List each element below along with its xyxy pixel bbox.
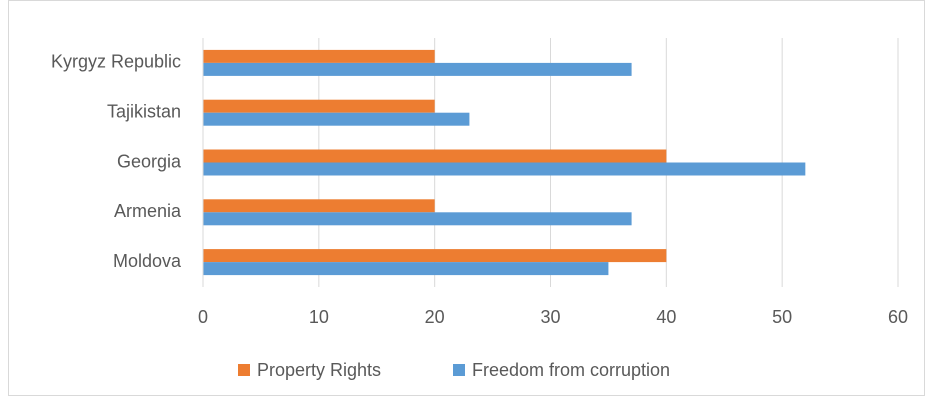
x-tick-label: 40	[656, 307, 676, 327]
legend-swatch	[453, 364, 465, 376]
chart-border	[8, 0, 925, 396]
y-tick-label: Moldova	[113, 251, 182, 271]
bar	[203, 249, 667, 263]
bar	[203, 49, 435, 63]
bar	[203, 162, 806, 176]
bar	[203, 112, 470, 126]
y-tick-label: Georgia	[117, 151, 182, 171]
bar	[203, 99, 435, 113]
legend-label: Property Rights	[257, 360, 381, 380]
x-tick-label: 50	[772, 307, 792, 327]
y-tick-label: Tajikistan	[107, 101, 181, 121]
y-tick-label: Kyrgyz Republic	[51, 52, 181, 72]
bar	[203, 199, 435, 213]
x-tick-label: 60	[888, 307, 908, 327]
x-tick-label: 20	[425, 307, 445, 327]
bar	[203, 262, 609, 276]
bar	[203, 212, 632, 226]
y-tick-label: Armenia	[114, 201, 182, 221]
bar	[203, 149, 667, 163]
x-tick-label: 0	[198, 307, 208, 327]
legend-swatch	[238, 364, 250, 376]
x-tick-label: 10	[309, 307, 329, 327]
legend-label: Freedom from corruption	[472, 360, 670, 380]
x-tick-label: 30	[540, 307, 560, 327]
bar	[203, 62, 632, 76]
